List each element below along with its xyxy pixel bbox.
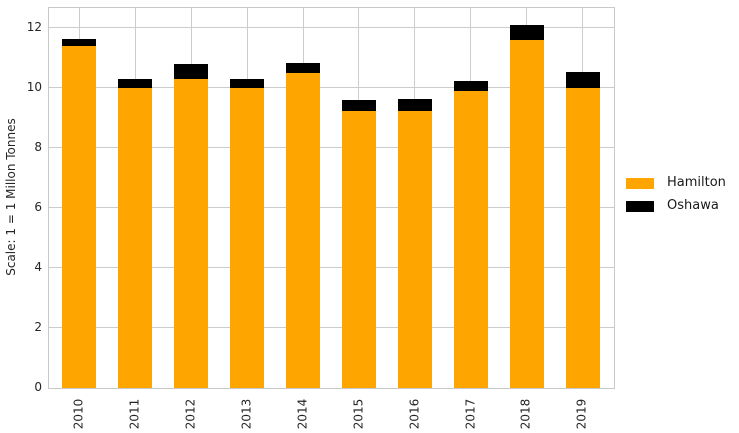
bar-2011-hamilton-segment — [118, 88, 153, 388]
bar-2016 — [397, 98, 432, 388]
bar-2012-hamilton-segment — [174, 79, 209, 388]
bar-2019 — [565, 71, 600, 388]
gridline-y-10 — [49, 87, 614, 88]
bar-2012 — [174, 64, 209, 388]
x-tick-label-2012: 2012 — [183, 398, 198, 430]
oshawa-swatch-icon — [626, 200, 654, 212]
bar-2010-oshawa-segment — [62, 38, 97, 46]
bar-2018 — [509, 25, 544, 388]
x-tick-label-2011: 2011 — [127, 398, 142, 430]
legend-item-hamilton: Hamilton — [626, 176, 726, 190]
gridline-y-12 — [49, 27, 614, 28]
bar-2015-oshawa-segment — [341, 100, 376, 111]
y-tick-label-2: 2 — [34, 320, 42, 334]
gridline-y-4 — [49, 267, 614, 268]
x-tick-label-2018: 2018 — [518, 398, 533, 430]
bar-2012-oshawa-segment — [174, 64, 209, 79]
y-tick-label-10: 10 — [26, 80, 42, 94]
x-tick-label-2014: 2014 — [295, 398, 310, 430]
x-tick-label-2010: 2010 — [71, 398, 86, 430]
bar-2017-oshawa-segment — [453, 80, 488, 91]
bar-2019-hamilton-segment — [565, 88, 600, 388]
bar-2011-oshawa-segment — [118, 79, 153, 88]
y-tick-label-0: 0 — [34, 380, 42, 394]
y-tick-label-6: 6 — [34, 200, 42, 214]
gridline-y-6 — [49, 207, 614, 208]
legend-item-oshawa: Oshawa — [626, 199, 726, 213]
x-tick-label-2015: 2015 — [350, 398, 365, 430]
x-tick-label-2013: 2013 — [239, 398, 254, 430]
y-tick-label-4: 4 — [34, 260, 42, 274]
plot-area — [48, 7, 615, 389]
bar-2011 — [118, 79, 153, 388]
bar-2014 — [286, 62, 321, 388]
x-tick-label-2019: 2019 — [574, 398, 589, 430]
legend-label-hamilton: Hamilton — [667, 175, 726, 190]
legend: Hamilton Oshawa — [626, 176, 726, 213]
bar-2016-oshawa-segment — [397, 98, 432, 111]
bar-2013 — [230, 79, 265, 388]
y-tick-label-12: 12 — [26, 20, 42, 34]
bar-2017 — [453, 80, 488, 388]
bar-2015 — [341, 100, 376, 388]
bar-2010 — [62, 38, 97, 388]
bar-2015-hamilton-segment — [341, 110, 376, 388]
bar-2010-hamilton-segment — [62, 46, 97, 388]
y-tick-label-8: 8 — [34, 140, 42, 154]
bar-2014-hamilton-segment — [286, 73, 321, 388]
bar-2013-oshawa-segment — [230, 79, 265, 88]
gridline-y-2 — [49, 327, 614, 328]
legend-label-oshawa: Oshawa — [667, 198, 719, 213]
x-tick-label-2017: 2017 — [462, 398, 477, 430]
bar-2018-hamilton-segment — [509, 40, 544, 388]
bar-2016-hamilton-segment — [397, 110, 432, 388]
bar-2014-oshawa-segment — [286, 62, 321, 73]
bar-2019-oshawa-segment — [565, 71, 600, 88]
bar-2017-hamilton-segment — [453, 91, 488, 388]
gridline-y-8 — [49, 147, 614, 148]
hamilton-swatch-icon — [626, 177, 654, 189]
bar-2013-hamilton-segment — [230, 88, 265, 388]
bar-2018-oshawa-segment — [509, 25, 544, 40]
x-tick-label-2016: 2016 — [406, 398, 421, 430]
